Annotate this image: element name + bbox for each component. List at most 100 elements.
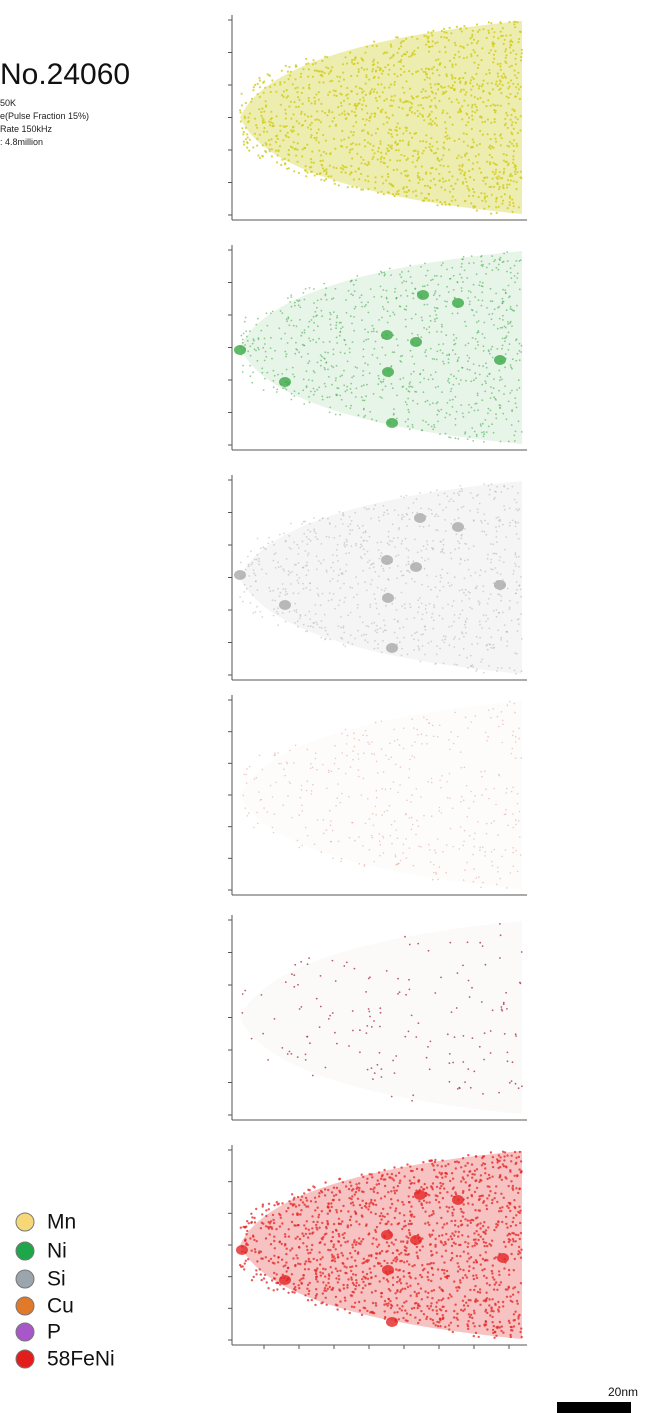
atom (272, 1218, 275, 1222)
atom (420, 316, 423, 319)
atom (469, 37, 472, 40)
atom (407, 569, 410, 572)
atom (318, 1263, 322, 1266)
atom (341, 168, 345, 171)
atom (463, 624, 466, 626)
atom (355, 544, 357, 547)
atom (454, 711, 457, 714)
atom (336, 580, 339, 582)
atom (394, 597, 397, 600)
atom (287, 1206, 290, 1210)
atom (378, 1280, 381, 1283)
atom (352, 178, 355, 181)
atom (312, 338, 314, 341)
atom (512, 1313, 516, 1316)
atom (431, 378, 434, 380)
atom (461, 165, 464, 168)
atom (315, 1288, 318, 1291)
atom (287, 149, 290, 152)
atom (507, 284, 510, 287)
atom (319, 172, 322, 175)
atom (368, 78, 371, 81)
atom (499, 65, 502, 68)
atom (342, 513, 344, 516)
atom (442, 343, 445, 345)
atom (243, 1262, 246, 1265)
atom (416, 819, 418, 822)
atom (297, 392, 300, 395)
atom (383, 1310, 386, 1313)
atom (273, 544, 275, 546)
atom (329, 1014, 331, 1017)
atom (487, 349, 490, 352)
atom (402, 626, 405, 629)
atom (342, 1204, 345, 1208)
atom (517, 41, 520, 44)
atom (514, 121, 518, 124)
atom (244, 989, 247, 992)
atom (442, 1243, 445, 1247)
atom (482, 585, 485, 587)
atom (501, 34, 504, 37)
atom (340, 327, 342, 330)
atom (424, 67, 428, 70)
atom (497, 268, 500, 271)
atom (360, 301, 363, 304)
atom (242, 143, 246, 146)
atom (476, 54, 479, 57)
atom (422, 140, 425, 143)
atom (313, 528, 316, 531)
atom (376, 1191, 379, 1195)
atom (398, 159, 402, 162)
atom (446, 402, 449, 404)
atom (425, 1201, 428, 1204)
atom (287, 1266, 290, 1270)
atom (514, 652, 517, 654)
atom (298, 577, 301, 579)
atom (489, 643, 492, 646)
atom (356, 593, 358, 596)
atom (318, 1226, 321, 1229)
atom (517, 555, 520, 558)
atom (396, 1184, 400, 1188)
atom (404, 401, 407, 403)
atom (452, 333, 455, 336)
atom (469, 79, 472, 82)
atom (362, 548, 365, 551)
atom (400, 172, 403, 175)
atom (431, 1188, 434, 1191)
atom (478, 84, 481, 88)
atom (459, 172, 462, 175)
atom (402, 385, 405, 388)
atom (488, 263, 491, 265)
atom (306, 963, 309, 966)
atom (498, 1273, 501, 1277)
atom (491, 1009, 494, 1012)
atom (512, 826, 514, 829)
atom (374, 598, 377, 600)
atom (467, 979, 470, 982)
atom (331, 1012, 334, 1014)
atom (263, 121, 267, 124)
atom (323, 1243, 326, 1246)
atom (466, 43, 469, 47)
atom (435, 1301, 439, 1304)
atom (469, 82, 472, 85)
atom (479, 623, 481, 626)
atom (364, 179, 367, 182)
atom (269, 90, 272, 94)
atom (470, 53, 473, 56)
atom (425, 548, 428, 550)
atom (431, 1318, 434, 1322)
atom (339, 801, 342, 804)
atom (360, 1240, 363, 1243)
atom (354, 114, 357, 117)
atom (507, 102, 510, 105)
atom (315, 139, 318, 142)
atom (398, 1212, 401, 1215)
atom (298, 1287, 301, 1290)
atom (492, 146, 495, 149)
atom (492, 35, 495, 38)
atom (456, 1324, 460, 1328)
atom (407, 425, 409, 428)
